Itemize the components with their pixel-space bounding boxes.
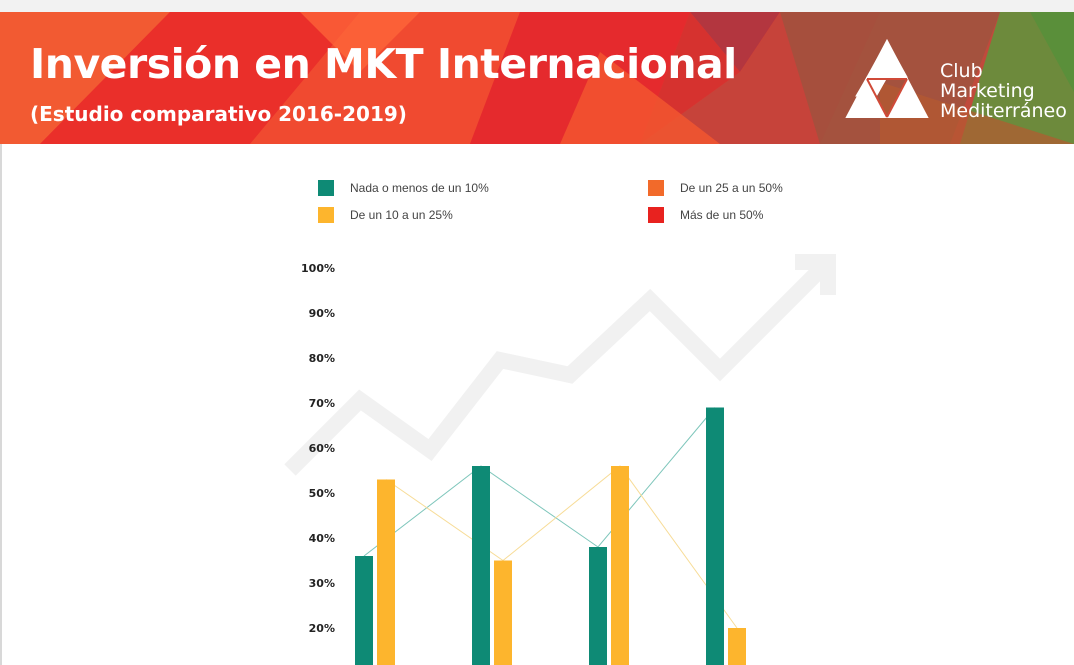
y-tick-label: 20% — [309, 622, 335, 635]
logo-text: Club Marketing Mediterráneo — [940, 61, 1067, 121]
y-tick-label: 50% — [309, 487, 335, 500]
legend-item-nada: Nada o menos de un 10% — [318, 180, 489, 196]
chart-legend: Nada o menos de un 10% De un 10 a un 25%… — [0, 0, 1074, 240]
legend-swatch-yellow — [318, 207, 334, 223]
trend-line-diez-25 — [385, 465, 738, 629]
page-subtitle: (Estudio comparativo 2016-2019) — [30, 102, 407, 126]
legend-label: Nada o menos de un 10% — [350, 181, 489, 195]
logo-line-3: Mediterráneo — [940, 100, 1067, 122]
bar-diez-25-2016 — [377, 479, 395, 665]
y-axis-tick-labels: 20% 30% 40% 50% 60% 70% 80% 90% 100% — [301, 262, 335, 635]
bar-nada-2016 — [355, 556, 373, 665]
legend-label: Más de un 50% — [680, 208, 764, 222]
legend-item-10-25: De un 10 a un 25% — [318, 207, 453, 223]
bar-diez-25-2017 — [494, 560, 512, 665]
trend-line-nada — [363, 407, 716, 557]
bar-nada-2018 — [589, 547, 607, 665]
y-tick-label: 90% — [309, 307, 335, 320]
logo-line-1: Club — [940, 60, 983, 82]
bars — [355, 407, 746, 665]
bar-diez-25-2019 — [728, 628, 746, 665]
top-strip — [0, 0, 1074, 12]
bar-nada-2017 — [472, 466, 490, 665]
logo-line-2: Marketing — [940, 80, 1035, 102]
bar-nada-2019 — [706, 407, 724, 665]
y-tick-label: 80% — [309, 352, 335, 365]
legend-item-mas-50: Más de un 50% — [648, 207, 763, 223]
legend-swatch-green — [318, 180, 334, 196]
legend-label: De un 25 a un 50% — [680, 181, 783, 195]
legend-swatch-orange — [648, 180, 664, 196]
trend-lines — [363, 407, 738, 629]
page-title: Inversión en MKT Internacional — [30, 40, 737, 88]
legend-label: De un 10 a un 25% — [350, 208, 453, 222]
left-edge-bar — [0, 144, 2, 665]
background-arrow-decoration — [284, 254, 836, 476]
legend-item-25-50: De un 25 a un 50% — [648, 180, 783, 196]
y-tick-label: 30% — [309, 577, 335, 590]
y-tick-label: 40% — [309, 532, 335, 545]
header-banner: Inversión en MKT Internacional (Estudio … — [0, 12, 1074, 144]
y-tick-label: 60% — [309, 442, 335, 455]
legend-swatch-red — [648, 207, 664, 223]
triangle-logo-icon — [845, 39, 929, 118]
y-tick-label: 70% — [309, 397, 335, 410]
y-tick-label: 100% — [301, 262, 335, 275]
bar-diez-25-2018 — [611, 466, 629, 665]
